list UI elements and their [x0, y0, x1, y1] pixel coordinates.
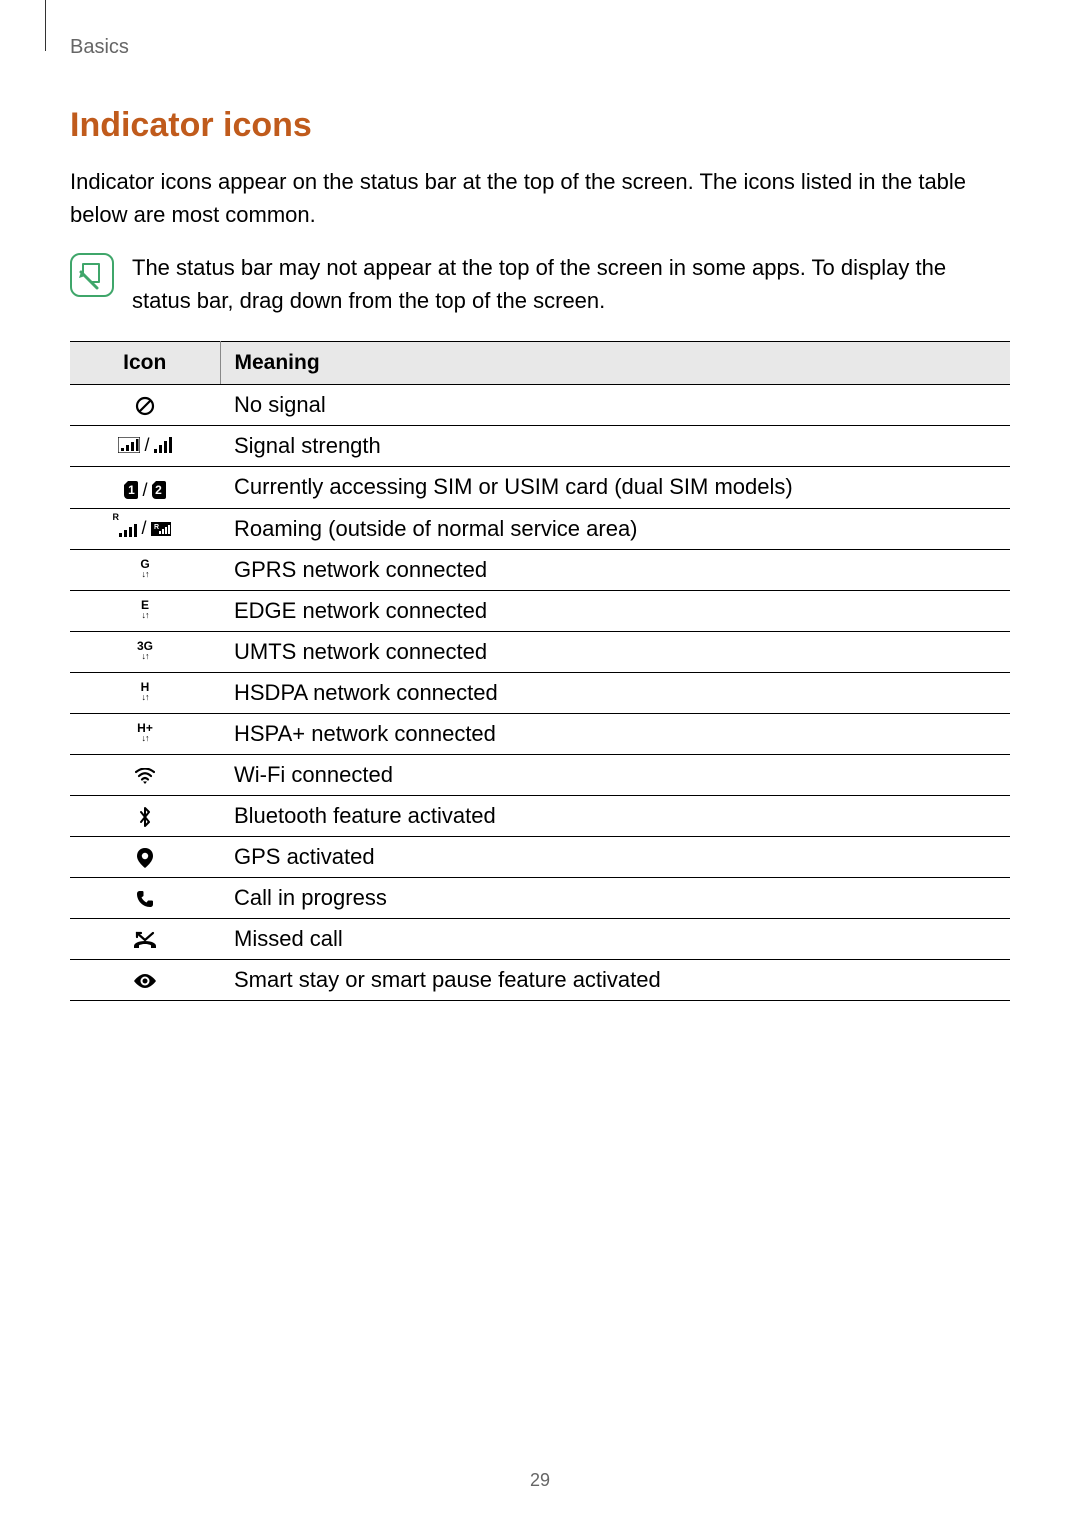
table-row: H↓↑HSDPA network connected: [70, 672, 1010, 713]
icon-meaning: Missed call: [220, 918, 1010, 959]
icon-meaning: HSPA+ network connected: [220, 713, 1010, 754]
table-row: Missed call: [70, 918, 1010, 959]
icon-meaning: No signal: [220, 385, 1010, 426]
indicator-icons-table: Icon Meaning No signal / Signal strength…: [70, 341, 1010, 1001]
table-row: E↓↑EDGE network connected: [70, 590, 1010, 631]
intro-paragraph: Indicator icons appear on the status bar…: [70, 165, 1010, 231]
table-row: 1 / 2 Currently accessing SIM or USIM ca…: [70, 467, 1010, 509]
table-row: 3G↓↑UMTS network connected: [70, 631, 1010, 672]
sim12-icon: 1 / 2: [70, 467, 220, 509]
breadcrumb: Basics: [70, 36, 129, 59]
hspap-icon: H+↓↑: [70, 713, 220, 754]
table-row: Wi-Fi connected: [70, 754, 1010, 795]
icon-meaning: Call in progress: [220, 877, 1010, 918]
note-icon: [70, 253, 114, 297]
icon-meaning: Currently accessing SIM or USIM card (du…: [220, 467, 1010, 509]
smart-stay-icon: [70, 959, 220, 1000]
table-row: Bluetooth feature activated: [70, 795, 1010, 836]
gps-icon: [70, 836, 220, 877]
icon-meaning: Signal strength: [220, 426, 1010, 467]
table-row: No signal: [70, 385, 1010, 426]
call-icon: [70, 877, 220, 918]
missed-icon: [70, 918, 220, 959]
header-divider: [45, 0, 46, 51]
table-row: G↓↑GPRS network connected: [70, 549, 1010, 590]
svg-text:R: R: [154, 524, 159, 531]
roaming-icon: R / R: [70, 508, 220, 549]
table-header-meaning: Meaning: [220, 342, 1010, 385]
icon-meaning: GPRS network connected: [220, 549, 1010, 590]
gprs-icon: G↓↑: [70, 549, 220, 590]
bluetooth-icon: [70, 795, 220, 836]
icon-meaning: HSDPA network connected: [220, 672, 1010, 713]
icon-meaning: EDGE network connected: [220, 590, 1010, 631]
icon-meaning: GPS activated: [220, 836, 1010, 877]
icon-meaning: UMTS network connected: [220, 631, 1010, 672]
edge-icon: E↓↑: [70, 590, 220, 631]
wifi-icon: [70, 754, 220, 795]
table-row: Call in progress: [70, 877, 1010, 918]
icon-meaning: Bluetooth feature activated: [220, 795, 1010, 836]
signal-icon: /: [70, 426, 220, 467]
table-row: / Signal strength: [70, 426, 1010, 467]
note-text: The status bar may not appear at the top…: [132, 251, 1010, 317]
table-row: H+↓↑HSPA+ network connected: [70, 713, 1010, 754]
table-row: R / R Roaming (outside of normal service…: [70, 508, 1010, 549]
page-number: 29: [0, 1470, 1080, 1491]
section-title: Indicator icons: [70, 106, 1010, 145]
icon-meaning: Roaming (outside of normal service area): [220, 508, 1010, 549]
icon-meaning: Smart stay or smart pause feature activa…: [220, 959, 1010, 1000]
note-callout: The status bar may not appear at the top…: [70, 251, 1010, 317]
table-header-icon: Icon: [70, 342, 220, 385]
hsdpa-icon: H↓↑: [70, 672, 220, 713]
icon-meaning: Wi-Fi connected: [220, 754, 1010, 795]
table-row: Smart stay or smart pause feature activa…: [70, 959, 1010, 1000]
no-signal-icon: [70, 385, 220, 426]
table-row: GPS activated: [70, 836, 1010, 877]
umts-icon: 3G↓↑: [70, 631, 220, 672]
